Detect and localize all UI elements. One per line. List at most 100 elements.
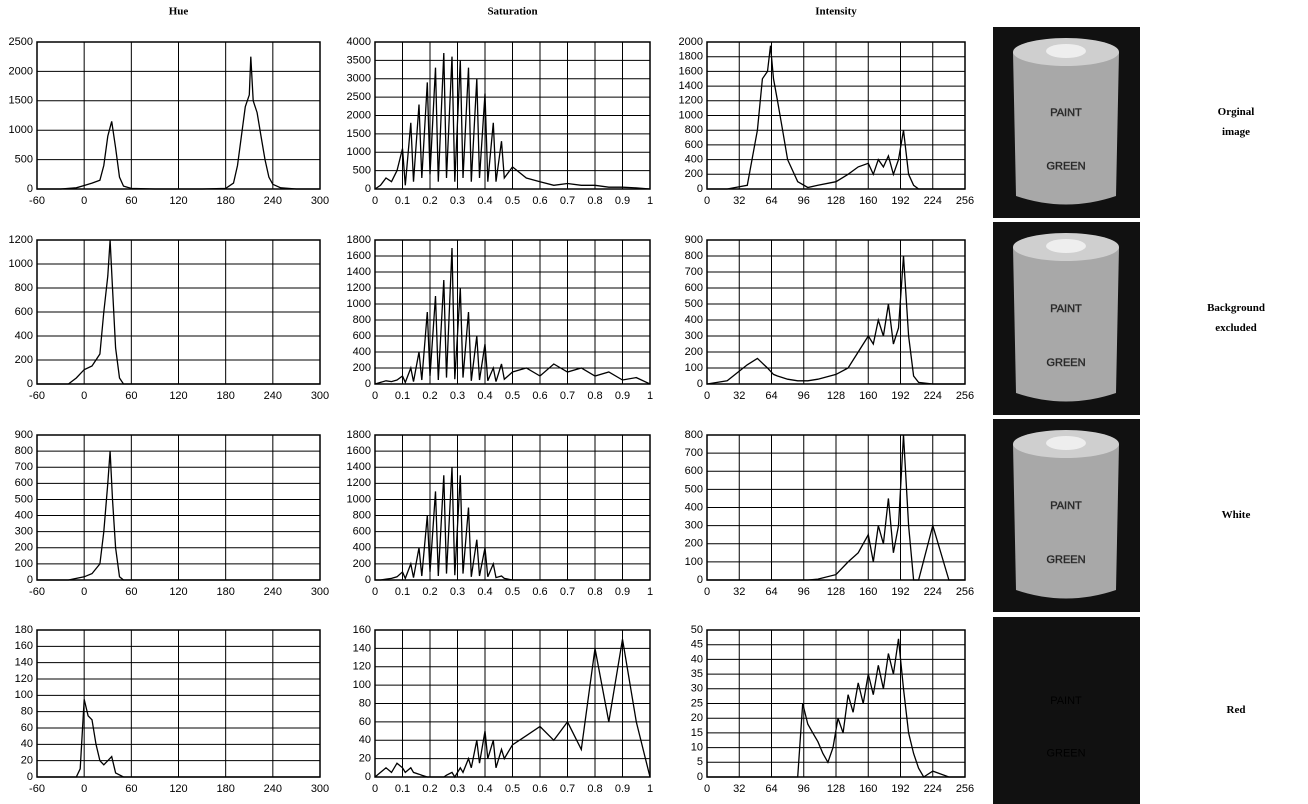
- x-tick-label: 0.7: [560, 390, 575, 402]
- plot-frame: [706, 239, 966, 385]
- x-tick-label: 180: [216, 586, 234, 598]
- row-label: image: [1222, 126, 1250, 138]
- y-tick-label: 30: [691, 683, 703, 695]
- x-tick-label: 0.5: [505, 195, 520, 207]
- x-tick-label: 256: [956, 390, 974, 402]
- y-tick-label: 1400: [679, 80, 703, 92]
- y-tick-label: 2000: [347, 109, 371, 121]
- y-tick-label: 100: [15, 558, 33, 570]
- y-tick-label: 600: [685, 465, 703, 477]
- x-tick-label: 120: [169, 783, 187, 795]
- y-tick-label: 800: [685, 124, 703, 136]
- x-tick-label: 120: [169, 390, 187, 402]
- y-tick-label: 800: [353, 314, 371, 326]
- y-tick-label: 140: [353, 642, 371, 654]
- y-tick-label: 100: [685, 556, 703, 568]
- y-tick-label: 20: [21, 755, 33, 767]
- y-tick-label: 400: [353, 346, 371, 358]
- y-tick-label: 1500: [347, 128, 371, 140]
- y-tick-label: 400: [685, 154, 703, 166]
- x-tick-label: 240: [264, 195, 282, 207]
- x-tick-label: 224: [924, 783, 942, 795]
- x-tick-label: 0.8: [587, 390, 602, 402]
- x-tick-label: 192: [891, 586, 909, 598]
- y-tick-label: 0: [27, 378, 33, 390]
- x-tick-label: 64: [765, 390, 777, 402]
- data-line: [37, 699, 320, 778]
- y-tick-label: 10: [691, 742, 703, 754]
- x-tick-label: 0.1: [395, 586, 410, 598]
- x-tick-label: 0.8: [587, 783, 602, 795]
- y-tick-label: 600: [15, 306, 33, 318]
- y-tick-label: 1400: [347, 461, 371, 473]
- y-tick-label: 0: [365, 574, 371, 586]
- x-tick-label: 0.4: [477, 195, 492, 207]
- row-label: White: [1222, 509, 1251, 521]
- x-tick-label: 0.5: [505, 390, 520, 402]
- y-tick-label: 100: [685, 362, 703, 374]
- x-tick-label: 0: [372, 390, 378, 402]
- x-tick-label: 160: [859, 586, 877, 598]
- y-tick-label: 1000: [347, 146, 371, 158]
- x-tick-label: 256: [956, 586, 974, 598]
- y-tick-label: 0: [697, 574, 703, 586]
- x-tick-label: 128: [827, 783, 845, 795]
- y-tick-label: 700: [685, 447, 703, 459]
- data-line: [37, 239, 320, 385]
- x-tick-label: 0.1: [395, 195, 410, 207]
- x-tick-label: 240: [264, 586, 282, 598]
- y-tick-label: 200: [15, 354, 33, 366]
- photo-background: [993, 617, 1140, 804]
- y-tick-label: 60: [359, 716, 371, 728]
- x-tick-label: 32: [733, 390, 745, 402]
- can-body: [1013, 444, 1119, 599]
- y-tick-label: 1000: [347, 298, 371, 310]
- y-tick-label: 700: [15, 461, 33, 473]
- y-tick-label: 25: [691, 697, 703, 709]
- x-tick-label: 96: [798, 783, 810, 795]
- x-tick-label: 0: [372, 195, 378, 207]
- y-tick-label: 0: [365, 771, 371, 783]
- x-tick-label: 60: [125, 390, 137, 402]
- row-label: excluded: [1215, 322, 1257, 334]
- x-tick-label: 0.4: [477, 586, 492, 598]
- y-tick-label: 0: [27, 574, 33, 586]
- y-tick-label: 1400: [347, 266, 371, 278]
- can-hole: [1046, 44, 1086, 58]
- photo: [993, 419, 1140, 612]
- y-tick-label: 800: [685, 429, 703, 441]
- y-tick-label: 800: [353, 509, 371, 521]
- x-tick-label: 0: [81, 586, 87, 598]
- x-tick-label: 60: [125, 783, 137, 795]
- x-tick-label: 64: [765, 783, 777, 795]
- x-tick-label: 0: [81, 390, 87, 402]
- y-tick-label: 1200: [9, 234, 33, 246]
- x-tick-label: 0: [372, 586, 378, 598]
- x-tick-label: 300: [311, 783, 329, 795]
- y-tick-label: 400: [685, 314, 703, 326]
- y-tick-label: 1800: [679, 51, 703, 63]
- x-tick-label: 0.6: [532, 783, 547, 795]
- x-tick-label: 1: [647, 195, 653, 207]
- y-tick-label: 35: [691, 668, 703, 680]
- y-tick-label: 200: [685, 168, 703, 180]
- plot-frame: [706, 41, 966, 190]
- x-tick-label: 0.1: [395, 390, 410, 402]
- x-tick-label: 300: [311, 195, 329, 207]
- x-tick-label: 32: [733, 783, 745, 795]
- y-tick-label: 200: [353, 362, 371, 374]
- y-tick-label: 1600: [679, 65, 703, 77]
- y-tick-label: 0: [697, 378, 703, 390]
- plot-frame: [374, 41, 651, 190]
- x-tick-label: 0.6: [532, 390, 547, 402]
- x-tick-label: -60: [29, 783, 45, 795]
- x-tick-label: 224: [924, 195, 942, 207]
- can-hole: [1046, 436, 1086, 450]
- y-tick-label: 60: [21, 722, 33, 734]
- x-tick-label: 256: [956, 783, 974, 795]
- y-tick-label: 1000: [347, 493, 371, 505]
- x-tick-label: 128: [827, 586, 845, 598]
- photo: [993, 222, 1140, 415]
- x-tick-label: 120: [169, 586, 187, 598]
